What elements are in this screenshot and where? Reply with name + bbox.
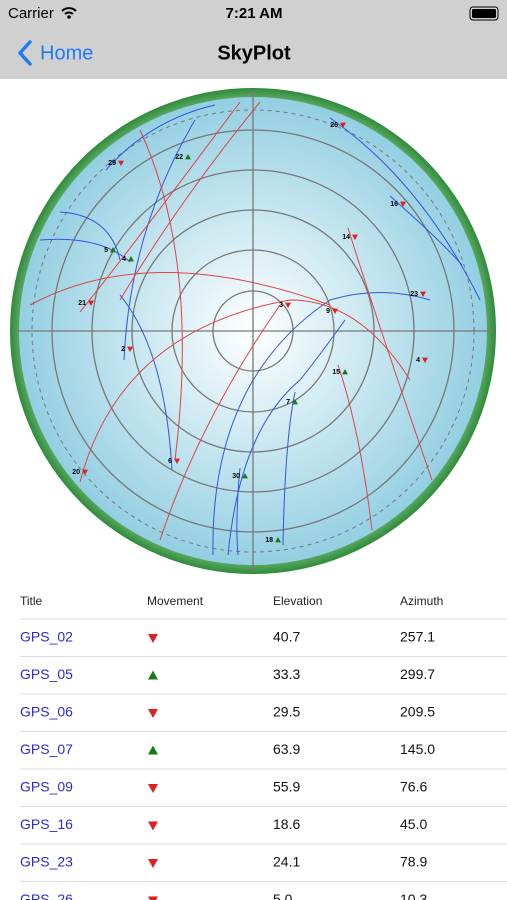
satellite-label: 2 (121, 346, 125, 353)
setting-icon (148, 896, 158, 900)
satellite-label: 30 (232, 473, 240, 480)
elevation: 18.6 (273, 816, 300, 832)
setting-icon (400, 201, 406, 207)
back-button[interactable]: Home (40, 42, 93, 64)
setting-icon (420, 291, 426, 297)
column-header: Movement (147, 594, 204, 608)
elevation: 33.3 (273, 666, 300, 682)
elevation: 5.0 (273, 891, 293, 900)
row-title[interactable]: GPS_02 (20, 629, 73, 645)
satellite-label: 18 (265, 537, 273, 544)
battery-level (472, 9, 496, 18)
setting-icon (285, 302, 291, 308)
azimuth: 45.0 (400, 816, 427, 832)
row-title[interactable]: GPS_16 (20, 816, 73, 832)
rising-icon (342, 369, 348, 375)
setting-icon (148, 859, 158, 868)
azimuth: 10.3 (400, 891, 427, 900)
elevation: 40.7 (273, 629, 300, 645)
tracks (29, 101, 481, 556)
row-title[interactable]: GPS_23 (20, 854, 73, 870)
row-title[interactable]: GPS_05 (20, 666, 73, 682)
setting-icon (174, 458, 180, 464)
rising-icon (110, 247, 116, 253)
elevation: 24.1 (273, 854, 300, 870)
setting-icon (148, 784, 158, 793)
satellite-label: 16 (390, 201, 398, 208)
sky-plot: 26 16 14 23 4 15 9 3 7 30 18 6 20 2 21 5 4 29 22 (10, 88, 496, 574)
elevation: 29.5 (273, 704, 300, 720)
azimuth: 76.6 (400, 779, 427, 795)
satellite-label: 6 (168, 458, 172, 465)
satellite-label: 14 (342, 234, 350, 241)
satellite-label: 9 (326, 308, 330, 315)
setting-icon (127, 346, 133, 352)
row-title[interactable]: GPS_26 (20, 891, 73, 900)
rising-icon (128, 256, 134, 262)
setting-icon (148, 709, 158, 718)
azimuth: 257.1 (400, 629, 435, 645)
clock: 7:21 AM (226, 5, 283, 22)
azimuth: 78.9 (400, 854, 427, 870)
elevation-rings (12, 90, 494, 572)
wifi-icon (61, 7, 77, 15)
column-header: Azimuth (400, 594, 443, 608)
row-title[interactable]: GPS_06 (20, 704, 73, 720)
azimuth: 209.5 (400, 704, 435, 720)
rising-icon (148, 745, 158, 755)
rising-icon (292, 399, 298, 405)
satellite-label: 22 (175, 154, 183, 161)
satellite-label: 23 (410, 291, 418, 298)
setting-icon (88, 300, 94, 306)
rising-icon (148, 670, 158, 680)
setting-icon (422, 357, 428, 363)
rising-icon (185, 154, 191, 160)
satellite-label: 26 (330, 122, 338, 129)
setting-icon (332, 308, 338, 314)
rising-icon (242, 473, 248, 479)
setting-icon (82, 469, 88, 475)
battery (469, 6, 499, 21)
satellite-label: 21 (78, 300, 86, 307)
satellite-label: 3 (279, 302, 283, 309)
azimuth: 145.0 (400, 741, 435, 757)
table: Title Movement Elevation Azimuth GPS_02 40.7 2… (20, 594, 507, 900)
setting-icon (118, 160, 124, 166)
setting-icon (340, 122, 346, 128)
nav-title: SkyPlot (217, 42, 291, 64)
setting-icon (352, 234, 358, 240)
carrier: Carrier (8, 5, 54, 22)
row-title[interactable]: GPS_07 (20, 741, 73, 757)
satellite-label: 7 (286, 399, 290, 406)
setting-icon (148, 634, 158, 643)
nav-bar (0, 0, 507, 79)
rising-icon (275, 537, 281, 543)
column-header: Elevation (273, 594, 322, 608)
wifi-dot (67, 15, 71, 19)
azimuth: 299.7 (400, 666, 435, 682)
satellite-label: 5 (104, 247, 108, 254)
satellite-label: 4 (416, 357, 420, 364)
back-chevron[interactable] (18, 40, 32, 66)
setting-icon (148, 821, 158, 831)
elevation: 63.9 (273, 741, 300, 757)
row-title[interactable]: GPS_09 (20, 779, 73, 795)
satellite-label: 29 (108, 160, 116, 167)
elevation: 55.9 (273, 779, 300, 795)
satellite-label: 20 (72, 469, 80, 476)
column-header: Title (20, 594, 43, 608)
satellite-label: 4 (122, 256, 126, 263)
satellite-label: 15 (332, 369, 340, 376)
